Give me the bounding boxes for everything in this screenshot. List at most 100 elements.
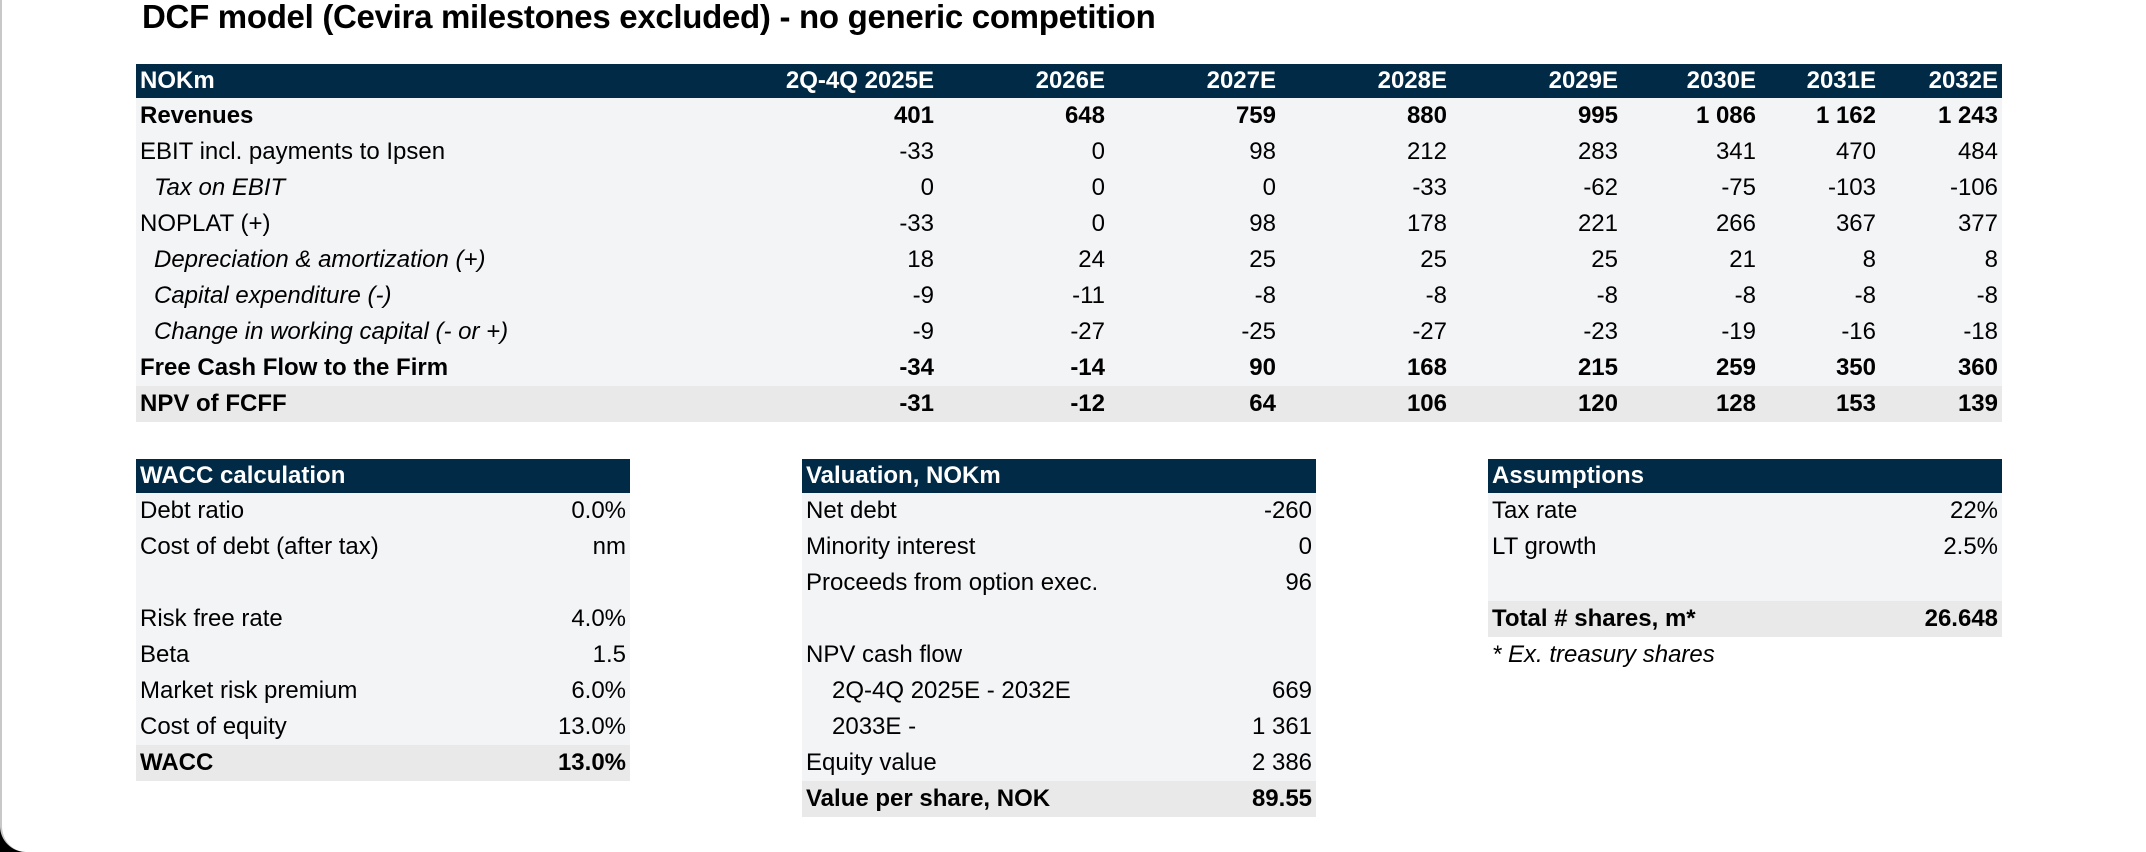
cell-value: -8 [1734, 282, 1756, 309]
dcf-table: NOKm 2Q-4Q 2025E 2026E 2027E 2028E 2029E… [136, 64, 2002, 422]
row-label: Free Cash Flow to the Firm [140, 354, 449, 381]
cell-value: -75 [1721, 174, 1756, 201]
assumptions-header-row: Assumptions [1488, 459, 2003, 493]
cell-value: 6.0% [571, 677, 627, 704]
row-label: Depreciation & amortization (+) [154, 246, 486, 273]
cell-value: 1 086 [1695, 102, 1756, 129]
cell-value: 128 [1622, 386, 1760, 422]
dcf-row-revenues: Revenues 401 648 759 880 995 1 086 1 162… [136, 98, 2002, 134]
row-label: Cost of debt (after tax) [140, 533, 379, 560]
cell-value: 25 [1591, 246, 1618, 273]
cell-value: 470 [1835, 138, 1876, 165]
wacc-header: WACC calculation [136, 459, 631, 493]
cell-value: 360 [1957, 354, 1998, 381]
row-label: Net debt [806, 497, 897, 524]
cell-value: 2.5% [1943, 533, 1999, 560]
valuation-row: Equity value 2 386 [802, 745, 1317, 781]
cell-value: -33 [1412, 174, 1447, 201]
cell-value: 1 162 [1815, 102, 1876, 129]
cell-value: 168 [1406, 354, 1447, 381]
cell-value [476, 565, 630, 601]
cell-value: 0 [1091, 138, 1105, 165]
wacc-row: Cost of equity 13.0% [136, 709, 631, 745]
cell-value: 0 [1298, 533, 1313, 560]
cell-value: 25 [1249, 246, 1276, 273]
cell-value: 89.55 [1182, 781, 1317, 817]
valuation-table: Valuation, NOKm Net debt -260 Minority i… [802, 459, 1317, 817]
valuation-header-row: Valuation, NOKm [802, 459, 1317, 493]
assumptions-row: LT growth 2.5% [1488, 529, 2003, 565]
cell-value: 139 [1880, 386, 2002, 422]
cell-value: 259 [1715, 354, 1756, 381]
dcf-header-year: 2028E [1280, 64, 1451, 98]
cell-value: nm [592, 533, 627, 560]
cell-value: -9 [912, 282, 934, 309]
dcf-row-capex: Capital expenditure (-) -9 -11 -8 -8 -8 … [136, 278, 2002, 314]
cell-value: 153 [1760, 386, 1880, 422]
cell-value: 18 [907, 246, 934, 273]
wacc-row: Market risk premium 6.0% [136, 673, 631, 709]
row-label: Capital expenditure (-) [154, 282, 392, 309]
cell-value: -11 [1072, 282, 1105, 309]
cell-value: 96 [1285, 569, 1313, 596]
assumptions-header: Assumptions [1488, 459, 2003, 493]
row-label: EBIT incl. payments to Ipsen [140, 138, 446, 165]
row-label: 2033E - [832, 713, 917, 740]
dcf-header-year: 2031E [1760, 64, 1880, 98]
row-label: NPV cash flow [806, 641, 963, 668]
valuation-header: Valuation, NOKm [802, 459, 1317, 493]
cell-value: -8 [1596, 282, 1618, 309]
row-label: Cost of equity [140, 713, 287, 740]
cell-value: -8 [1854, 282, 1876, 309]
wacc-header-row: WACC calculation [136, 459, 631, 493]
cell-value: -31 [642, 386, 938, 422]
cell-value: 98 [1249, 210, 1276, 237]
valuation-row-total: Value per share, NOK 89.55 [802, 781, 1317, 817]
valuation-row-blank [802, 601, 1317, 637]
cell-value: 283 [1577, 138, 1618, 165]
cell-value: 25 [1420, 246, 1447, 273]
dcf-header-year: 2029E [1451, 64, 1622, 98]
dcf-row-working-capital: Change in working capital (- or +) -9 -2… [136, 314, 2002, 350]
row-label: Tax on EBIT [154, 174, 286, 201]
wacc-row: Beta 1.5 [136, 637, 631, 673]
cell-value: 1.5 [592, 641, 627, 668]
valuation-row: 2Q-4Q 2025E - 2032E 669 [802, 673, 1317, 709]
cell-value: 350 [1835, 354, 1876, 381]
cell-value: -260 [1263, 497, 1313, 524]
dcf-row-depreciation: Depreciation & amortization (+) 18 24 25… [136, 242, 2002, 278]
assumptions-row-blank [1488, 565, 2003, 601]
cell-value: 178 [1406, 210, 1447, 237]
row-label [136, 565, 476, 601]
footnote: * Ex. treasury shares [1492, 641, 1715, 668]
assumptions-row: Tax rate 22% [1488, 493, 2003, 529]
row-label: Equity value [806, 749, 937, 776]
row-label [1488, 565, 1868, 601]
dcf-row-noplat: NOPLAT (+) -33 0 98 178 221 266 367 377 [136, 206, 2002, 242]
cell-value: -16 [1841, 318, 1876, 345]
cell-value: 0 [1262, 174, 1276, 201]
dcf-header-year: 2027E [1109, 64, 1280, 98]
dcf-row-npv: NPV of FCFF -31 -12 64 106 120 128 153 1… [136, 386, 2002, 422]
cell-value: 26.648 [1868, 601, 2003, 637]
cell-value: -34 [899, 354, 934, 381]
dcf-row-ebit: EBIT incl. payments to Ipsen -33 0 98 21… [136, 134, 2002, 170]
cell-value: 377 [1957, 210, 1998, 237]
cell-value [1182, 601, 1316, 637]
cell-value: -27 [1412, 318, 1447, 345]
cell-value: 2 386 [1251, 749, 1313, 776]
cell-value: -103 [1827, 174, 1876, 201]
assumptions-table: Assumptions Tax rate 22% LT growth 2.5% … [1488, 459, 2003, 673]
row-label: LT growth [1492, 533, 1597, 560]
cell-value: 367 [1835, 210, 1876, 237]
cell-value: 401 [893, 102, 934, 129]
cell-value: -14 [1070, 354, 1105, 381]
cell-value: 64 [1109, 386, 1280, 422]
cell-value: 669 [1271, 677, 1313, 704]
row-label: Risk free rate [140, 605, 283, 632]
cell-value: 759 [1235, 102, 1276, 129]
cell-value: 4.0% [571, 605, 627, 632]
dcf-row-tax: Tax on EBIT 0 0 0 -33 -62 -75 -103 -106 [136, 170, 2002, 206]
assumptions-row-total: Total # shares, m* 26.648 [1488, 601, 2003, 637]
